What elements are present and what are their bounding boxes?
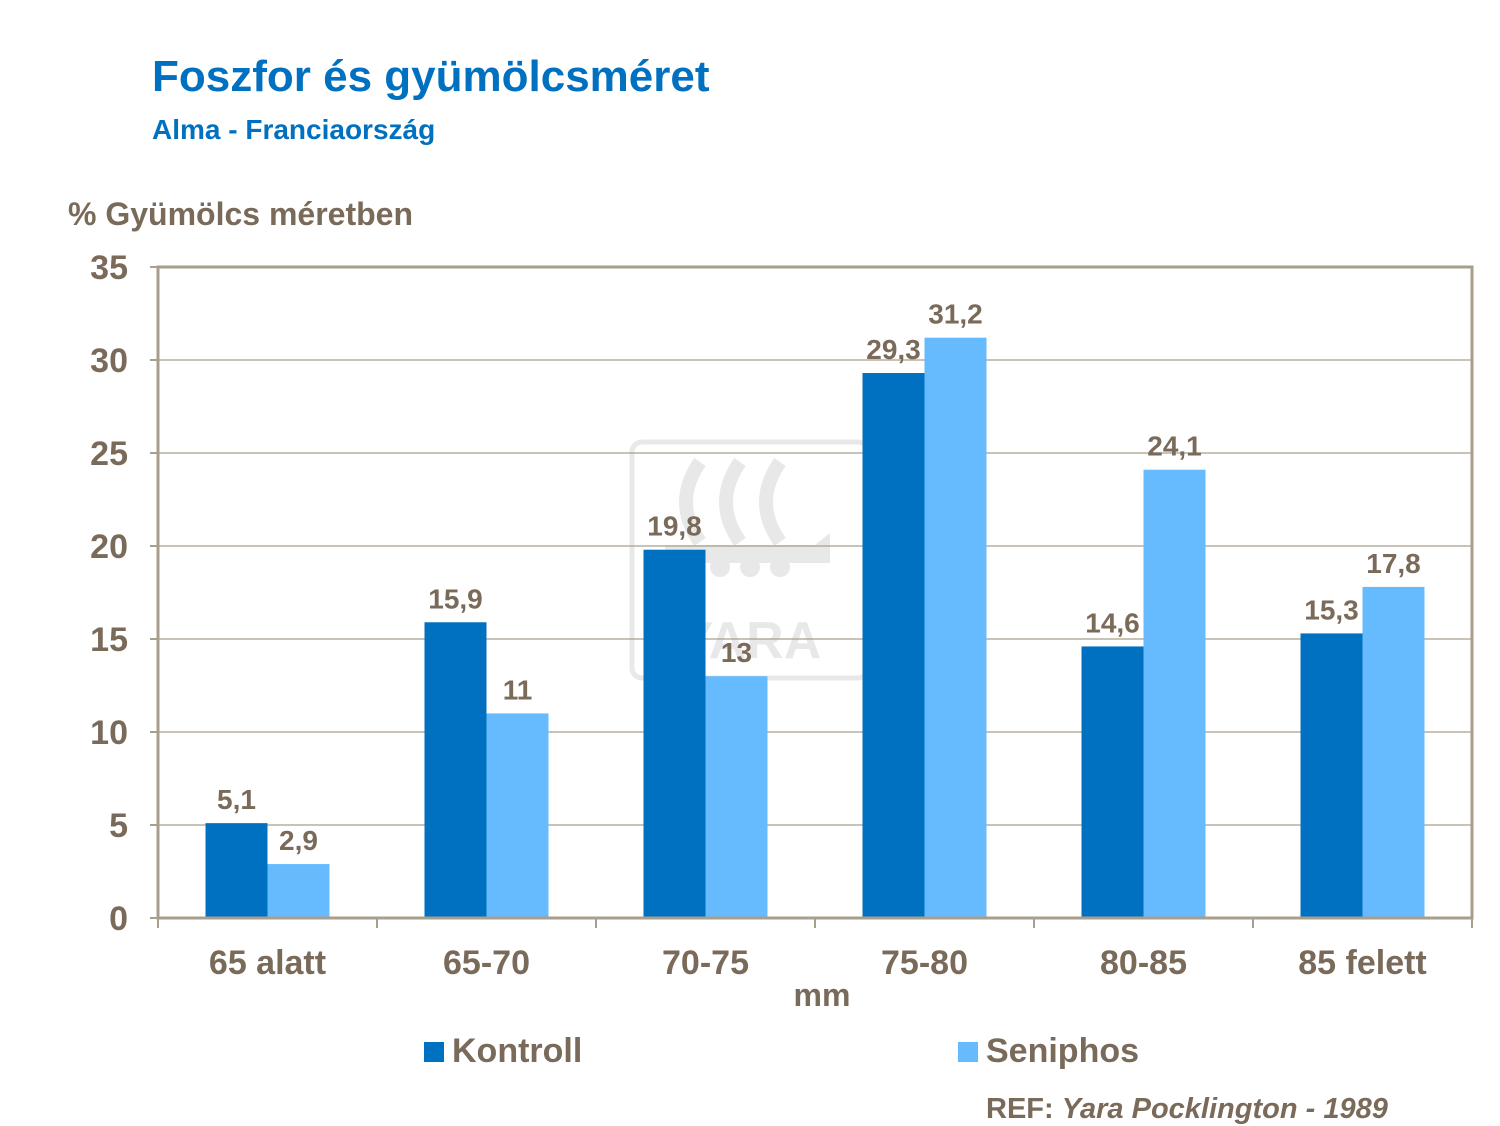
x-tick-label: 70-75	[662, 944, 749, 982]
data-label: 31,2	[928, 299, 983, 330]
data-label: 15,9	[428, 583, 483, 614]
bar-kontroll	[643, 549, 706, 918]
x-axis-label: mm	[794, 977, 851, 1013]
data-label: 17,8	[1366, 548, 1421, 579]
bar-kontroll	[862, 373, 925, 918]
y-tick-label: 25	[90, 435, 128, 473]
chart-subtitle: Alma - Franciaország	[152, 114, 436, 145]
bar-seniphos	[486, 713, 549, 918]
data-label: 19,8	[647, 511, 702, 542]
y-tick-label: 0	[109, 900, 128, 938]
reference-note: REF: Yara Pocklington - 1989	[986, 1093, 1388, 1126]
bar-kontroll	[205, 823, 268, 918]
y-tick-label: 5	[109, 807, 128, 845]
legend-swatch-kontroll	[424, 1041, 444, 1062]
reference-prefix: REF:	[986, 1093, 1054, 1125]
x-tick-label: 80-85	[1100, 944, 1187, 982]
bar-seniphos	[267, 864, 330, 918]
bar-seniphos	[1362, 586, 1425, 918]
data-label: 5,1	[217, 784, 256, 815]
legend-item-seniphos: Seniphos	[958, 1032, 1139, 1071]
y-tick-label: 35	[90, 249, 128, 287]
y-tick-label: 10	[90, 714, 128, 752]
data-label: 15,3	[1304, 594, 1359, 625]
data-label: 29,3	[866, 334, 921, 365]
y-tick-label: 20	[90, 528, 128, 566]
data-label: 13	[721, 637, 752, 668]
x-tick-label: 75-80	[881, 944, 968, 982]
bar-seniphos	[924, 337, 987, 918]
bar-kontroll	[1300, 633, 1363, 918]
plot-area-border	[156, 265, 1474, 920]
data-label: 24,1	[1147, 431, 1202, 462]
reference-source: Yara Pocklington - 1989	[1061, 1093, 1388, 1125]
legend-item-kontroll: Kontroll	[424, 1032, 582, 1071]
bar-kontroll	[424, 622, 487, 918]
legend-label-kontroll: Kontroll	[452, 1032, 583, 1070]
bar-kontroll	[1081, 646, 1144, 918]
chart-title: Foszfor és gyümölcsméret	[152, 52, 710, 101]
y-axis-label: % Gyümölcs méretben	[68, 196, 413, 232]
y-tick-label: 30	[90, 342, 128, 380]
x-tick-label: 85 felett	[1298, 944, 1427, 982]
data-label: 14,6	[1085, 607, 1140, 638]
legend-swatch-seniphos	[958, 1041, 978, 1062]
legend-label-seniphos: Seniphos	[986, 1032, 1140, 1070]
bar-seniphos	[705, 676, 768, 918]
data-label: 2,9	[279, 825, 318, 856]
y-tick-label: 15	[90, 621, 128, 659]
data-label: 11	[503, 674, 533, 705]
x-tick-label: 65-70	[443, 944, 530, 982]
bar-seniphos	[1143, 469, 1206, 918]
x-tick-label: 65 alatt	[209, 944, 326, 982]
